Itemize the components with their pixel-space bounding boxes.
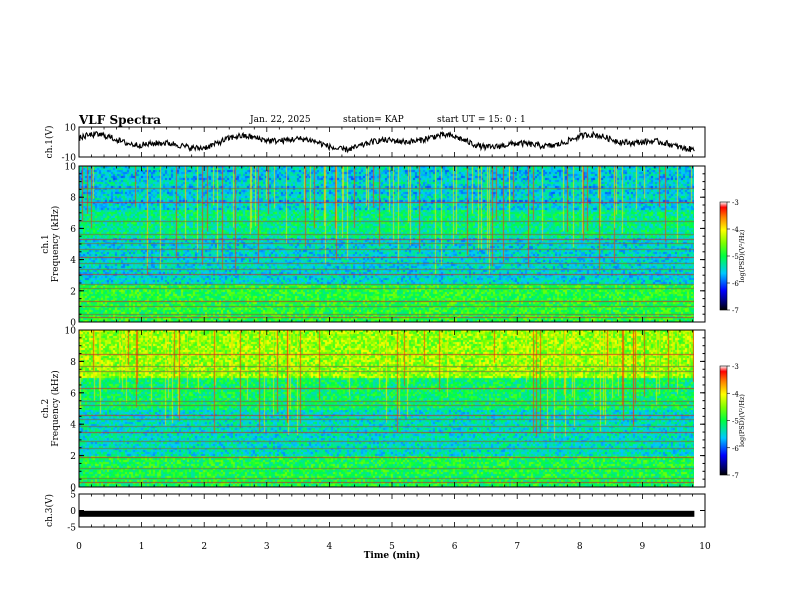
ch2-colorbar-tick-label: -4 (732, 390, 739, 398)
x-tick-label: 7 (514, 542, 520, 552)
x-tick-label: 6 (452, 542, 458, 552)
ch3-waveform-ytick-label: -5 (67, 524, 76, 534)
ch3-waveform-trace (79, 510, 695, 517)
layer-spec1-raster (79, 166, 694, 322)
ch1-spectrogram-ytick-label: 6 (70, 225, 76, 235)
ch2-spectrogram-ylabel: ch.2 (41, 399, 51, 418)
ch2-spectrogram-ytick-label: 0 (70, 484, 76, 494)
ch1-spectrogram-ytick-label: 2 (70, 287, 76, 297)
ch1-waveform-ytick-label: -10 (62, 154, 77, 164)
ch2-spectrogram-ytick-label: 10 (65, 327, 77, 337)
ch3-waveform-ytick-label: 0 (70, 507, 76, 517)
ch1-colorbar-tick-label: -4 (732, 226, 739, 234)
ch1-waveform-line (78, 130, 695, 154)
x-tick-label: 4 (327, 542, 333, 552)
ch1-spectrogram-ytick-label: 8 (70, 194, 76, 204)
ch2-colorbar-tick-label: -3 (732, 363, 739, 371)
ch1-spectrogram-ytick-label: 0 (70, 319, 76, 329)
start-ut-label: start UT = 15: 0 : 1 (437, 115, 526, 125)
ch3-waveform-ylabel: ch.3(V) (44, 494, 55, 527)
x-tick-label: 1 (139, 542, 145, 552)
ch2-colorbar-label: log(PSD)(V²/Hz) (738, 394, 746, 447)
ch2-spectrogram-ytick-label: 4 (70, 421, 76, 431)
x-tick-label: 8 (577, 542, 583, 552)
ch1-colorbar-tick-label: -5 (732, 253, 739, 261)
ch2-colorbar-tick-label: -5 (732, 418, 739, 426)
x-axis-label: Time (min) (364, 550, 421, 561)
ch3-waveform-ytick-label: 5 (70, 491, 76, 501)
ch2-spectrogram-ytick-label: 6 (70, 389, 76, 399)
ch1-colorbar-tick-label: -6 (732, 280, 739, 288)
x-tick-label: 5 (389, 542, 395, 552)
layer-spec2-raster (79, 330, 694, 487)
ch2-spectrogram-image (79, 330, 694, 487)
ch1-waveform-ytick-label: 10 (65, 124, 77, 134)
ch1-spectrogram-image (79, 166, 694, 322)
ch2-colorbar (719, 365, 728, 476)
axes-frames (78, 126, 730, 528)
x-tick-label: 10 (699, 542, 711, 552)
ch1-spectrogram-ylabel: ch.1 (41, 234, 51, 253)
ch1-colorbar (719, 201, 728, 311)
ch1-spectrogram-ylabel: Frequency (kHz) (50, 206, 61, 283)
ch2-spectrogram-ytick-label: 2 (70, 452, 76, 462)
x-tick-label: 9 (640, 542, 646, 552)
ch2-colorbar-tick-label: -7 (732, 472, 739, 480)
ch2-spectrogram-ytick-label: 8 (70, 358, 76, 368)
x-tick-label: 2 (201, 542, 207, 552)
date-label: Jan. 22, 2025 (250, 115, 311, 125)
ch2-colorbar-tick-label: -6 (732, 445, 739, 453)
ch1-waveform-trace (78, 130, 695, 154)
ch3-waveform-line (79, 510, 695, 517)
ch1-spectrogram-ytick-label: 10 (65, 163, 77, 173)
plot-title: VLF Spectra (79, 113, 162, 127)
x-tick-label: 0 (76, 542, 82, 552)
ch1-colorbar-tick-label: -3 (732, 199, 739, 207)
station-label: station= KAP (343, 115, 404, 125)
ch1-colorbar-label: log(PSD)(V²/Hz) (738, 229, 746, 282)
ch1-spectrogram-ytick-label: 4 (70, 256, 76, 266)
x-tick-label: 3 (264, 542, 270, 552)
ch1-colorbar-tick-label: -7 (732, 307, 739, 315)
ch1-waveform-ylabel: ch.1(V) (44, 126, 55, 159)
ch2-spectrogram-ylabel: Frequency (kHz) (50, 370, 61, 447)
